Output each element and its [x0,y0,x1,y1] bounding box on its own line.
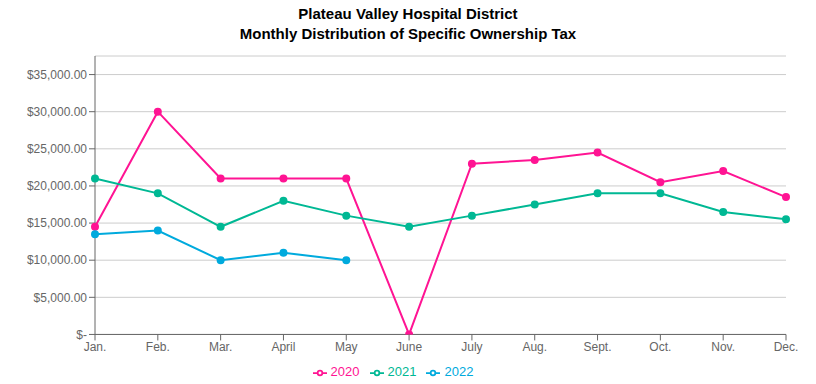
svg-text:$35,000.00: $35,000.00 [27,68,87,82]
svg-text:June: June [396,340,422,354]
svg-text:Sept.: Sept. [584,340,612,354]
html-text:Monthly Distribution of Specif: Monthly Distribution of Specific Ownersh… [239,25,577,42]
svg-text:Nov.: Nov. [711,340,735,354]
svg-text:Jan.: Jan. [84,340,107,354]
svg-text:Mar.: Mar. [209,340,232,354]
svg-text:May: May [335,340,358,354]
svg-text:Aug.: Aug. [522,340,547,354]
html-text:2020: 2020 [330,364,360,380]
html-text:2021: 2021 [387,364,417,380]
svg-text:$15,000.00: $15,000.00 [27,216,87,230]
svg-text:$25,000.00: $25,000.00 [27,142,87,156]
svg-text:Oct.: Oct. [649,340,671,354]
svg-text:$5,000.00: $5,000.00 [34,291,88,305]
svg-text:July: July [461,340,482,354]
html-text:Plateau Valley Hospital Distri: Plateau Valley Hospital District [298,5,518,22]
svg-text:April: April [271,340,295,354]
svg-text:Feb.: Feb. [146,340,170,354]
html-text:2022: 2022 [444,364,474,380]
svg-text:$20,000.00: $20,000.00 [27,179,87,193]
svg-text:Dec.: Dec. [774,340,799,354]
svg-text:$-: $- [76,328,87,342]
svg-text:$10,000.00: $10,000.00 [27,253,87,267]
svg-text:$30,000.00: $30,000.00 [27,105,87,119]
